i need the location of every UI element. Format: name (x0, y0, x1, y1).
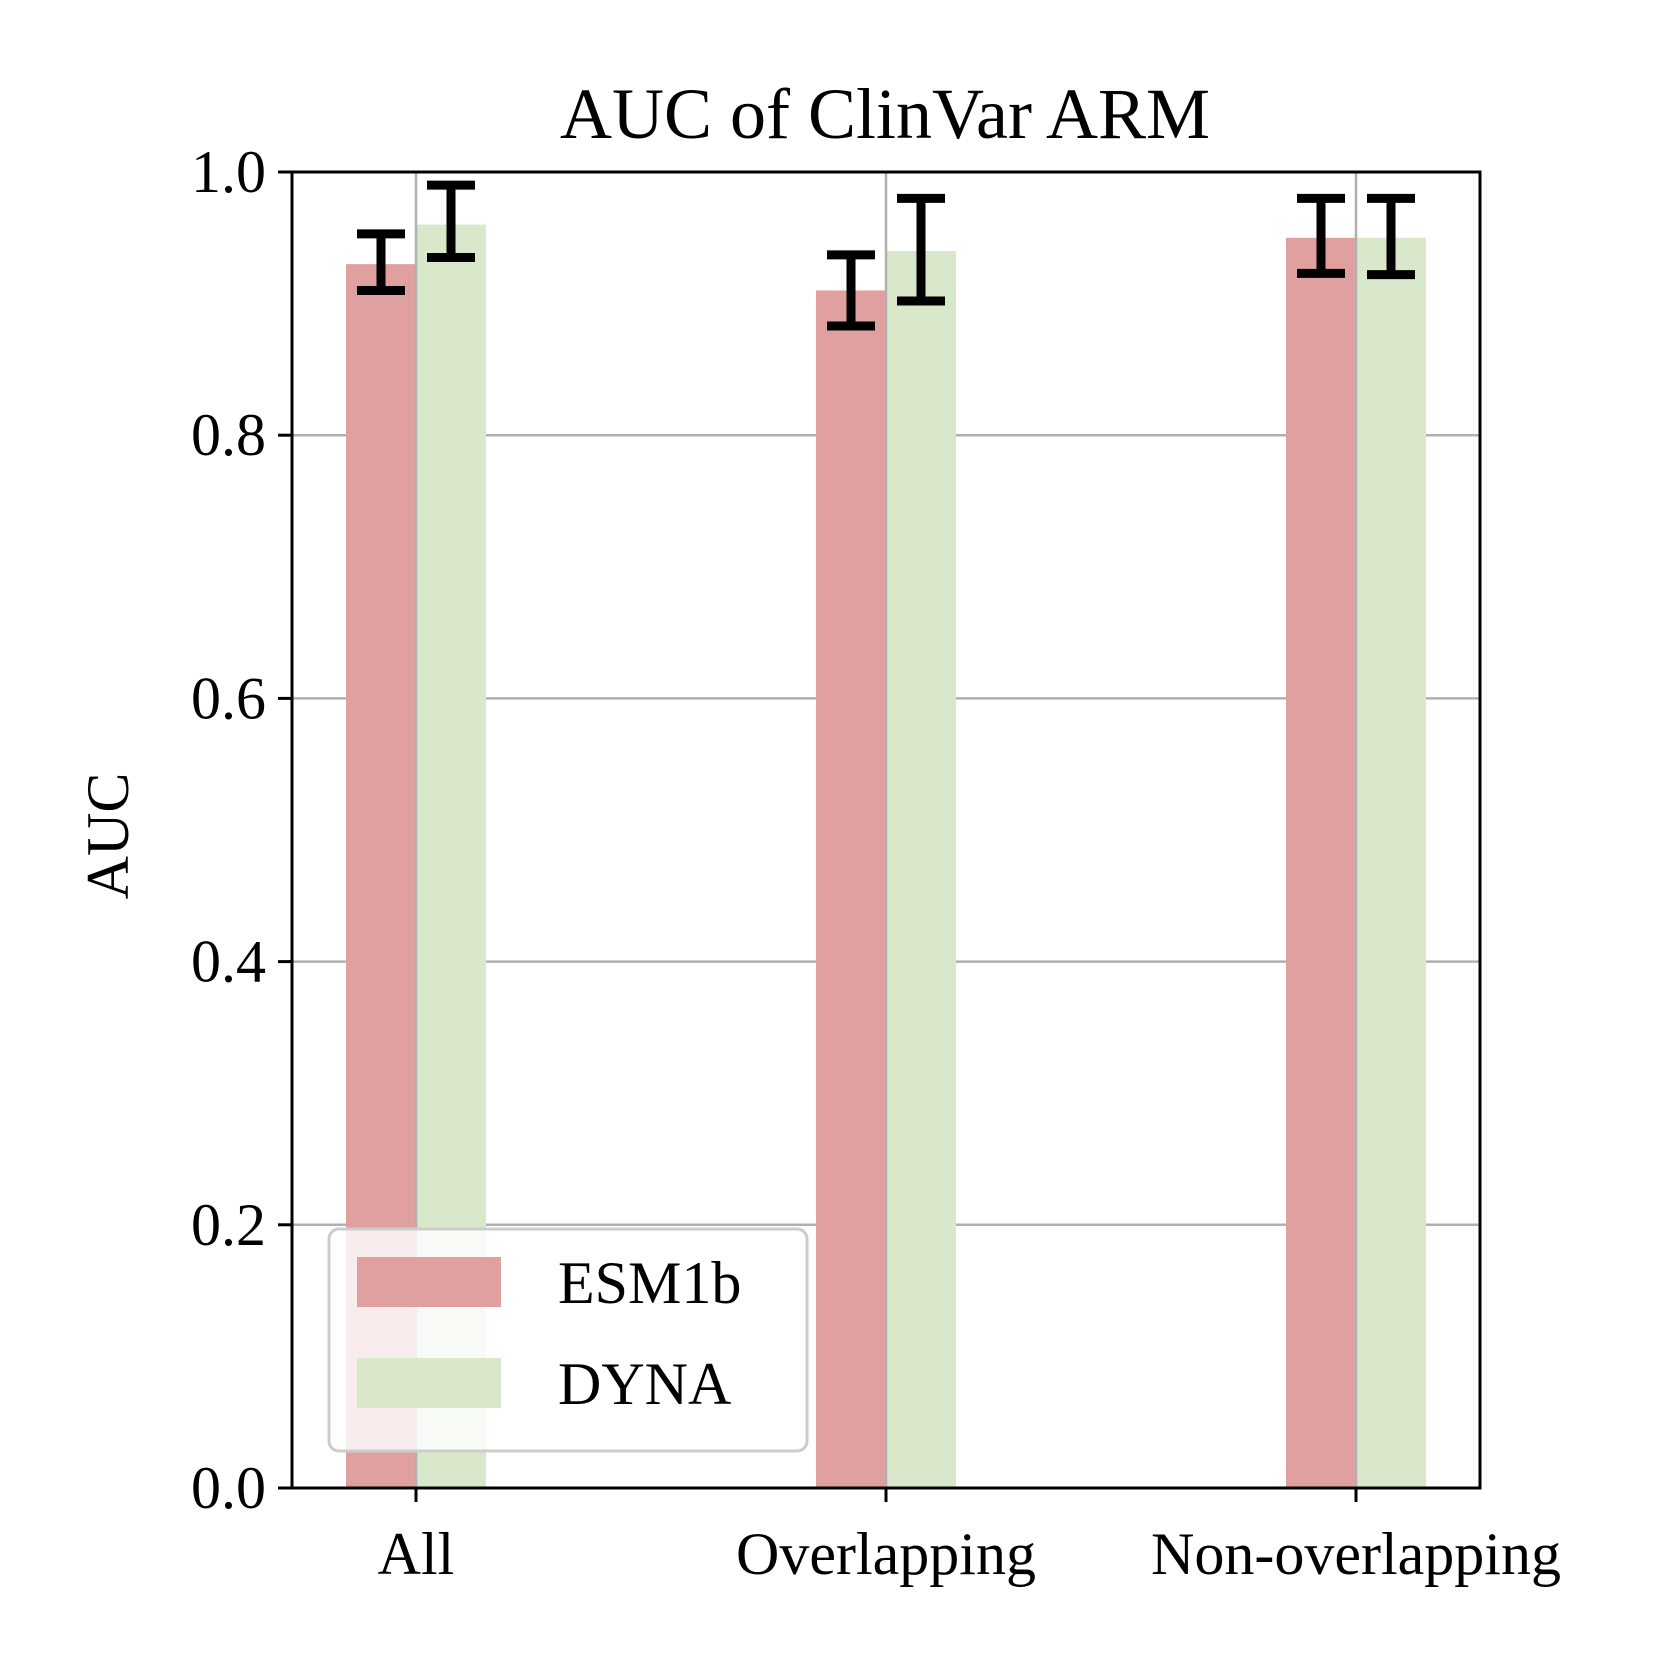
legend: ESM1b DYNA (327, 1227, 809, 1453)
x-tick-label: Non-overlapping (1151, 1521, 1561, 1587)
legend-swatch-esm1b (357, 1257, 501, 1307)
y-tick-label: 0.0 (191, 1455, 266, 1521)
x-tick-label: Overlapping (736, 1521, 1036, 1587)
y-tick-label: 1.0 (191, 139, 266, 205)
bar-dyna-2 (1356, 237, 1426, 1488)
y-tick-label: 0.6 (191, 665, 266, 731)
plot-area: 0.0 0.2 0.4 0.6 0.8 1.0 All Overlapping Non-over… (191, 139, 1561, 1587)
y-axis-label: AUC (75, 773, 141, 900)
error-bar-esm1b-0 (357, 229, 405, 295)
chart-title: AUC of ClinVar ARM (560, 74, 1210, 154)
legend-label-esm1b: ESM1b (558, 1250, 741, 1316)
legend-label-dyna: DYNA (558, 1351, 731, 1417)
legend-swatch-dyna (357, 1358, 501, 1408)
error-bar-dyna-2 (1367, 193, 1415, 280)
error-bar-esm1b-2 (1297, 193, 1345, 278)
y-tick-label: 0.4 (191, 929, 266, 995)
bar-esm1b-2 (1286, 237, 1356, 1488)
error-bar-dyna-0 (427, 180, 475, 263)
error-bar-esm1b-1 (827, 250, 875, 331)
bar-esm1b-1 (816, 290, 886, 1489)
error-bar-dyna-1 (897, 193, 945, 306)
bar-dyna-1 (886, 250, 956, 1489)
y-tick-label: 0.8 (191, 402, 266, 468)
y-tick-label: 0.2 (191, 1192, 266, 1258)
x-tick-label: All (378, 1521, 455, 1587)
